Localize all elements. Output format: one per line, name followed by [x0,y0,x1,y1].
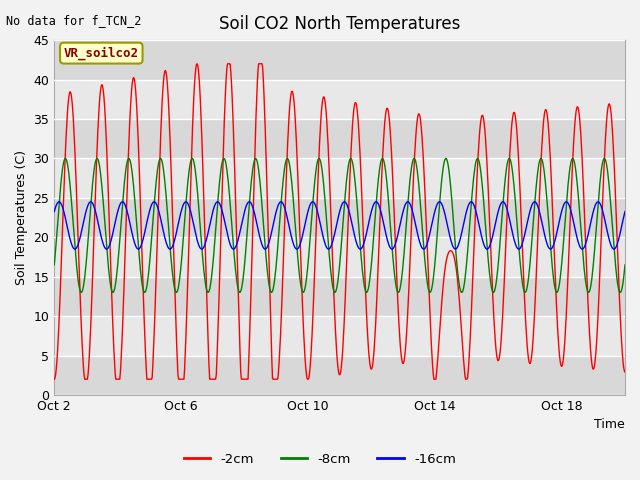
Bar [54,316,625,356]
Bar [54,237,625,276]
Text: VR_soilco2: VR_soilco2 [64,47,139,60]
Bar [54,198,625,237]
Legend: -2cm, -8cm, -16cm: -2cm, -8cm, -16cm [179,447,461,471]
Bar [54,119,625,158]
Text: No data for f_TCN_2: No data for f_TCN_2 [6,14,142,27]
Title: Soil CO2 North Temperatures: Soil CO2 North Temperatures [219,15,460,33]
Bar [54,158,625,198]
Bar [54,356,625,395]
Bar [54,40,625,80]
Bar [54,80,625,119]
Bar [54,276,625,316]
X-axis label: Time: Time [595,419,625,432]
Y-axis label: Soil Temperatures (C): Soil Temperatures (C) [15,150,28,285]
